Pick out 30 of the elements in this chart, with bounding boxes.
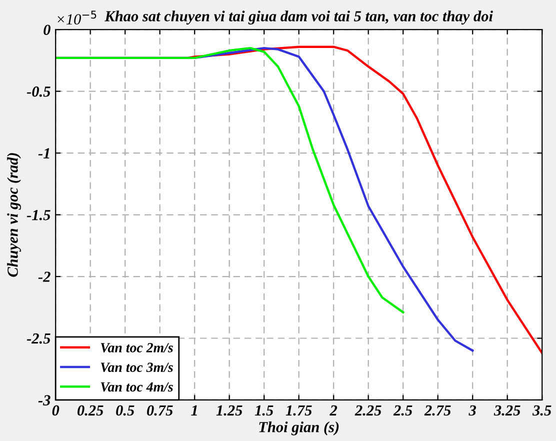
x-tick-label: 1.75	[286, 405, 312, 416]
y-tick-label: -1.5	[26, 210, 50, 220]
x-tick-label: 2.25	[354, 405, 382, 416]
y-tick-label: -0.5	[26, 86, 50, 97]
x-tick-label: 1.5	[254, 405, 274, 416]
legend-label: Van toc 3m/s	[100, 362, 173, 372]
x-tick-label: 3.25	[494, 405, 520, 416]
y-tick-label: -2	[38, 272, 50, 282]
x-tick-label: 2.75	[424, 405, 451, 416]
x-tick-label: 0.25	[78, 405, 104, 416]
y-tick-label: 0	[44, 24, 50, 35]
x-tick-label: 2.5	[393, 405, 412, 416]
y-tick-label: -3	[38, 395, 50, 406]
x-tick-label: 0.75	[147, 405, 173, 416]
x-tick-label: 3	[468, 405, 476, 416]
x-tick-label: 1	[191, 405, 197, 416]
y-tick-label: -1	[38, 148, 50, 158]
text: ×10$^{−5}$	[58, 10, 96, 24]
legend-label: Van toc 2m/s	[100, 343, 173, 352]
chart-title: Khao sat chuyen vi tai giua dam voi tai 5 tan, van toc thay doi	[104, 10, 493, 25]
line-series	[56, 46, 404, 314]
y-tick-label: -2.5	[26, 333, 50, 344]
y-axis-title: Chuyen vi goc (rad)	[7, 153, 21, 277]
x-tick-label: 0.5	[116, 405, 134, 416]
x-tick-label: 0	[52, 405, 60, 416]
x-axis-title: Thoi gian (s)	[259, 421, 339, 436]
x-tick-label: 3.5	[532, 405, 552, 416]
x-tick-label: 2	[330, 405, 338, 416]
legend-label: Van toc 4m/s	[100, 382, 173, 392]
x-tick-label: 1.25	[216, 405, 242, 416]
